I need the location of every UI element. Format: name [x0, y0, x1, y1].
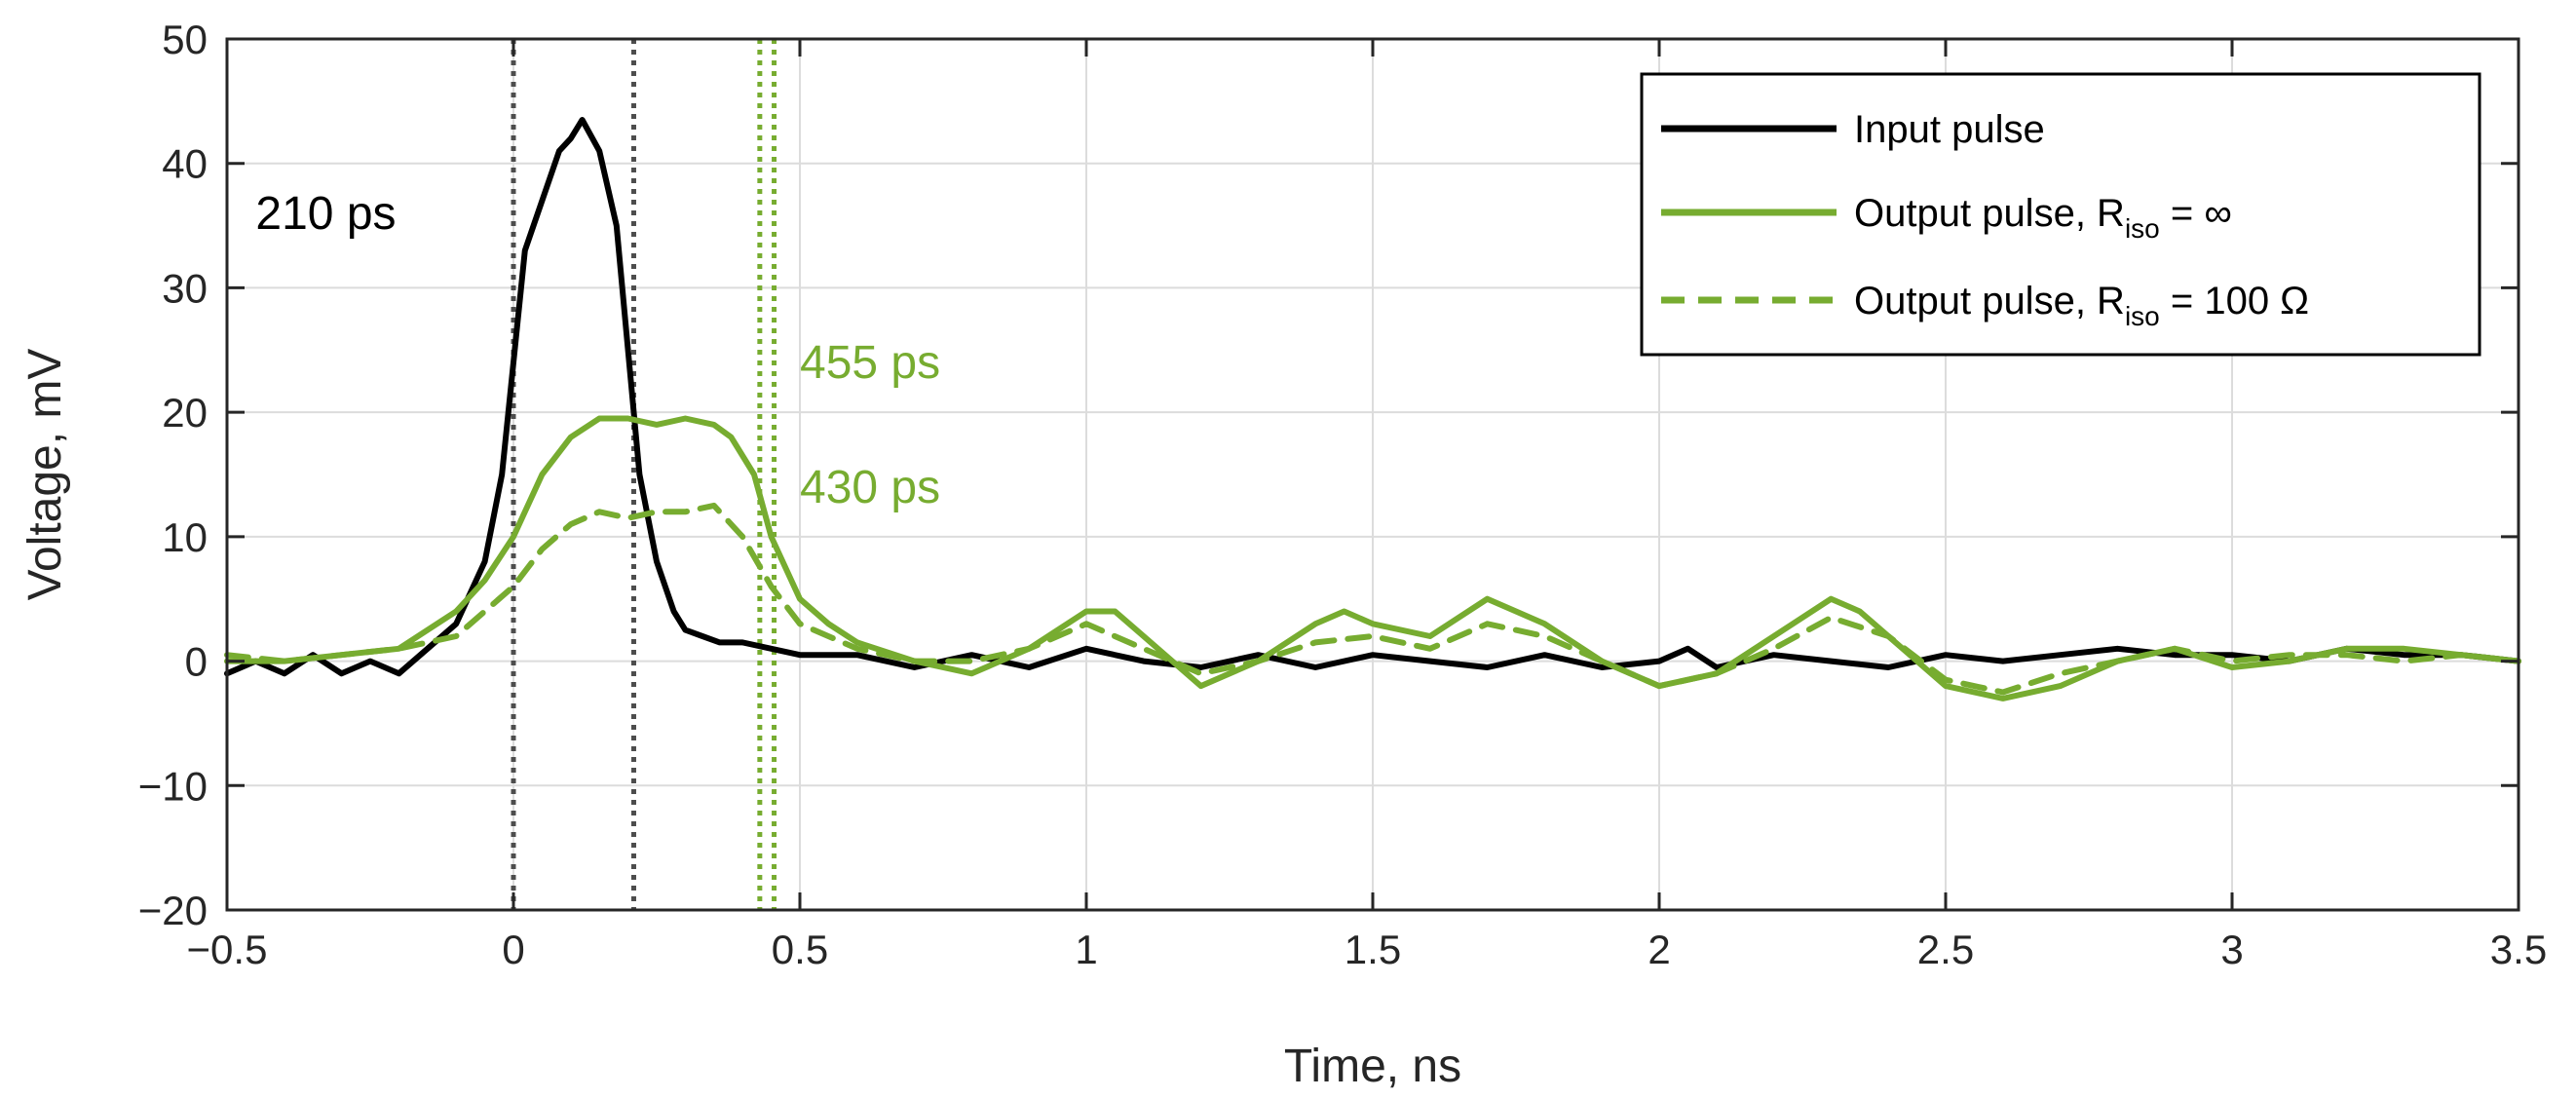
- series-line-0: [224, 117, 2521, 677]
- axis-layer: −0.5 0 0.5 1 1.5 2 2.5 3 3.5 −20 −10 0 10 20 30 40 50 Tim…: [19, 17, 2547, 1092]
- x-tick-label: 0.5: [772, 927, 828, 972]
- y-tick-label: 0: [185, 639, 208, 685]
- legend-entry-label: Output pulse, Riso = 100 Ω: [1854, 280, 2309, 331]
- x-tick-label: 0: [502, 927, 524, 972]
- legend-entry-label: Input pulse: [1854, 108, 2045, 151]
- y-tick-label: 40: [162, 141, 208, 187]
- series-line-1: [224, 415, 2521, 701]
- series-layer: [224, 117, 2521, 701]
- legend-entry-label: Output pulse, Riso = ∞: [1854, 192, 2232, 244]
- y-tick-label: 50: [162, 17, 208, 62]
- x-tick-label: 1.5: [1345, 927, 1401, 972]
- legend: Input pulse Output pulse, Riso = ∞ Output …: [1640, 72, 2481, 357]
- y-tick-label: 10: [162, 514, 208, 560]
- annotation-label: 455 ps: [800, 337, 940, 389]
- annotation-label: 430 ps: [800, 462, 940, 513]
- x-tick-label: 2: [1648, 927, 1670, 972]
- x-tick-label: 1: [1075, 927, 1097, 972]
- y-tick-label: 30: [162, 265, 208, 311]
- annotation-layer: 210 ps 455 ps 430 ps: [255, 188, 940, 513]
- annotation-label: 210 ps: [255, 188, 396, 240]
- x-tick-label: 3.5: [2490, 927, 2547, 972]
- y-tick-label: 20: [162, 390, 208, 436]
- x-axis-label: Time, ns: [1284, 1041, 1461, 1092]
- x-tick-label: 2.5: [1917, 927, 1974, 972]
- x-tick-label: −0.5: [187, 927, 268, 972]
- y-axis-label: Voltage, mV: [19, 349, 71, 601]
- y-tick-label: −20: [138, 888, 208, 933]
- series-line-2: [224, 502, 2521, 696]
- x-tick-label: 3: [2220, 927, 2243, 972]
- y-tick-label: −10: [138, 763, 208, 809]
